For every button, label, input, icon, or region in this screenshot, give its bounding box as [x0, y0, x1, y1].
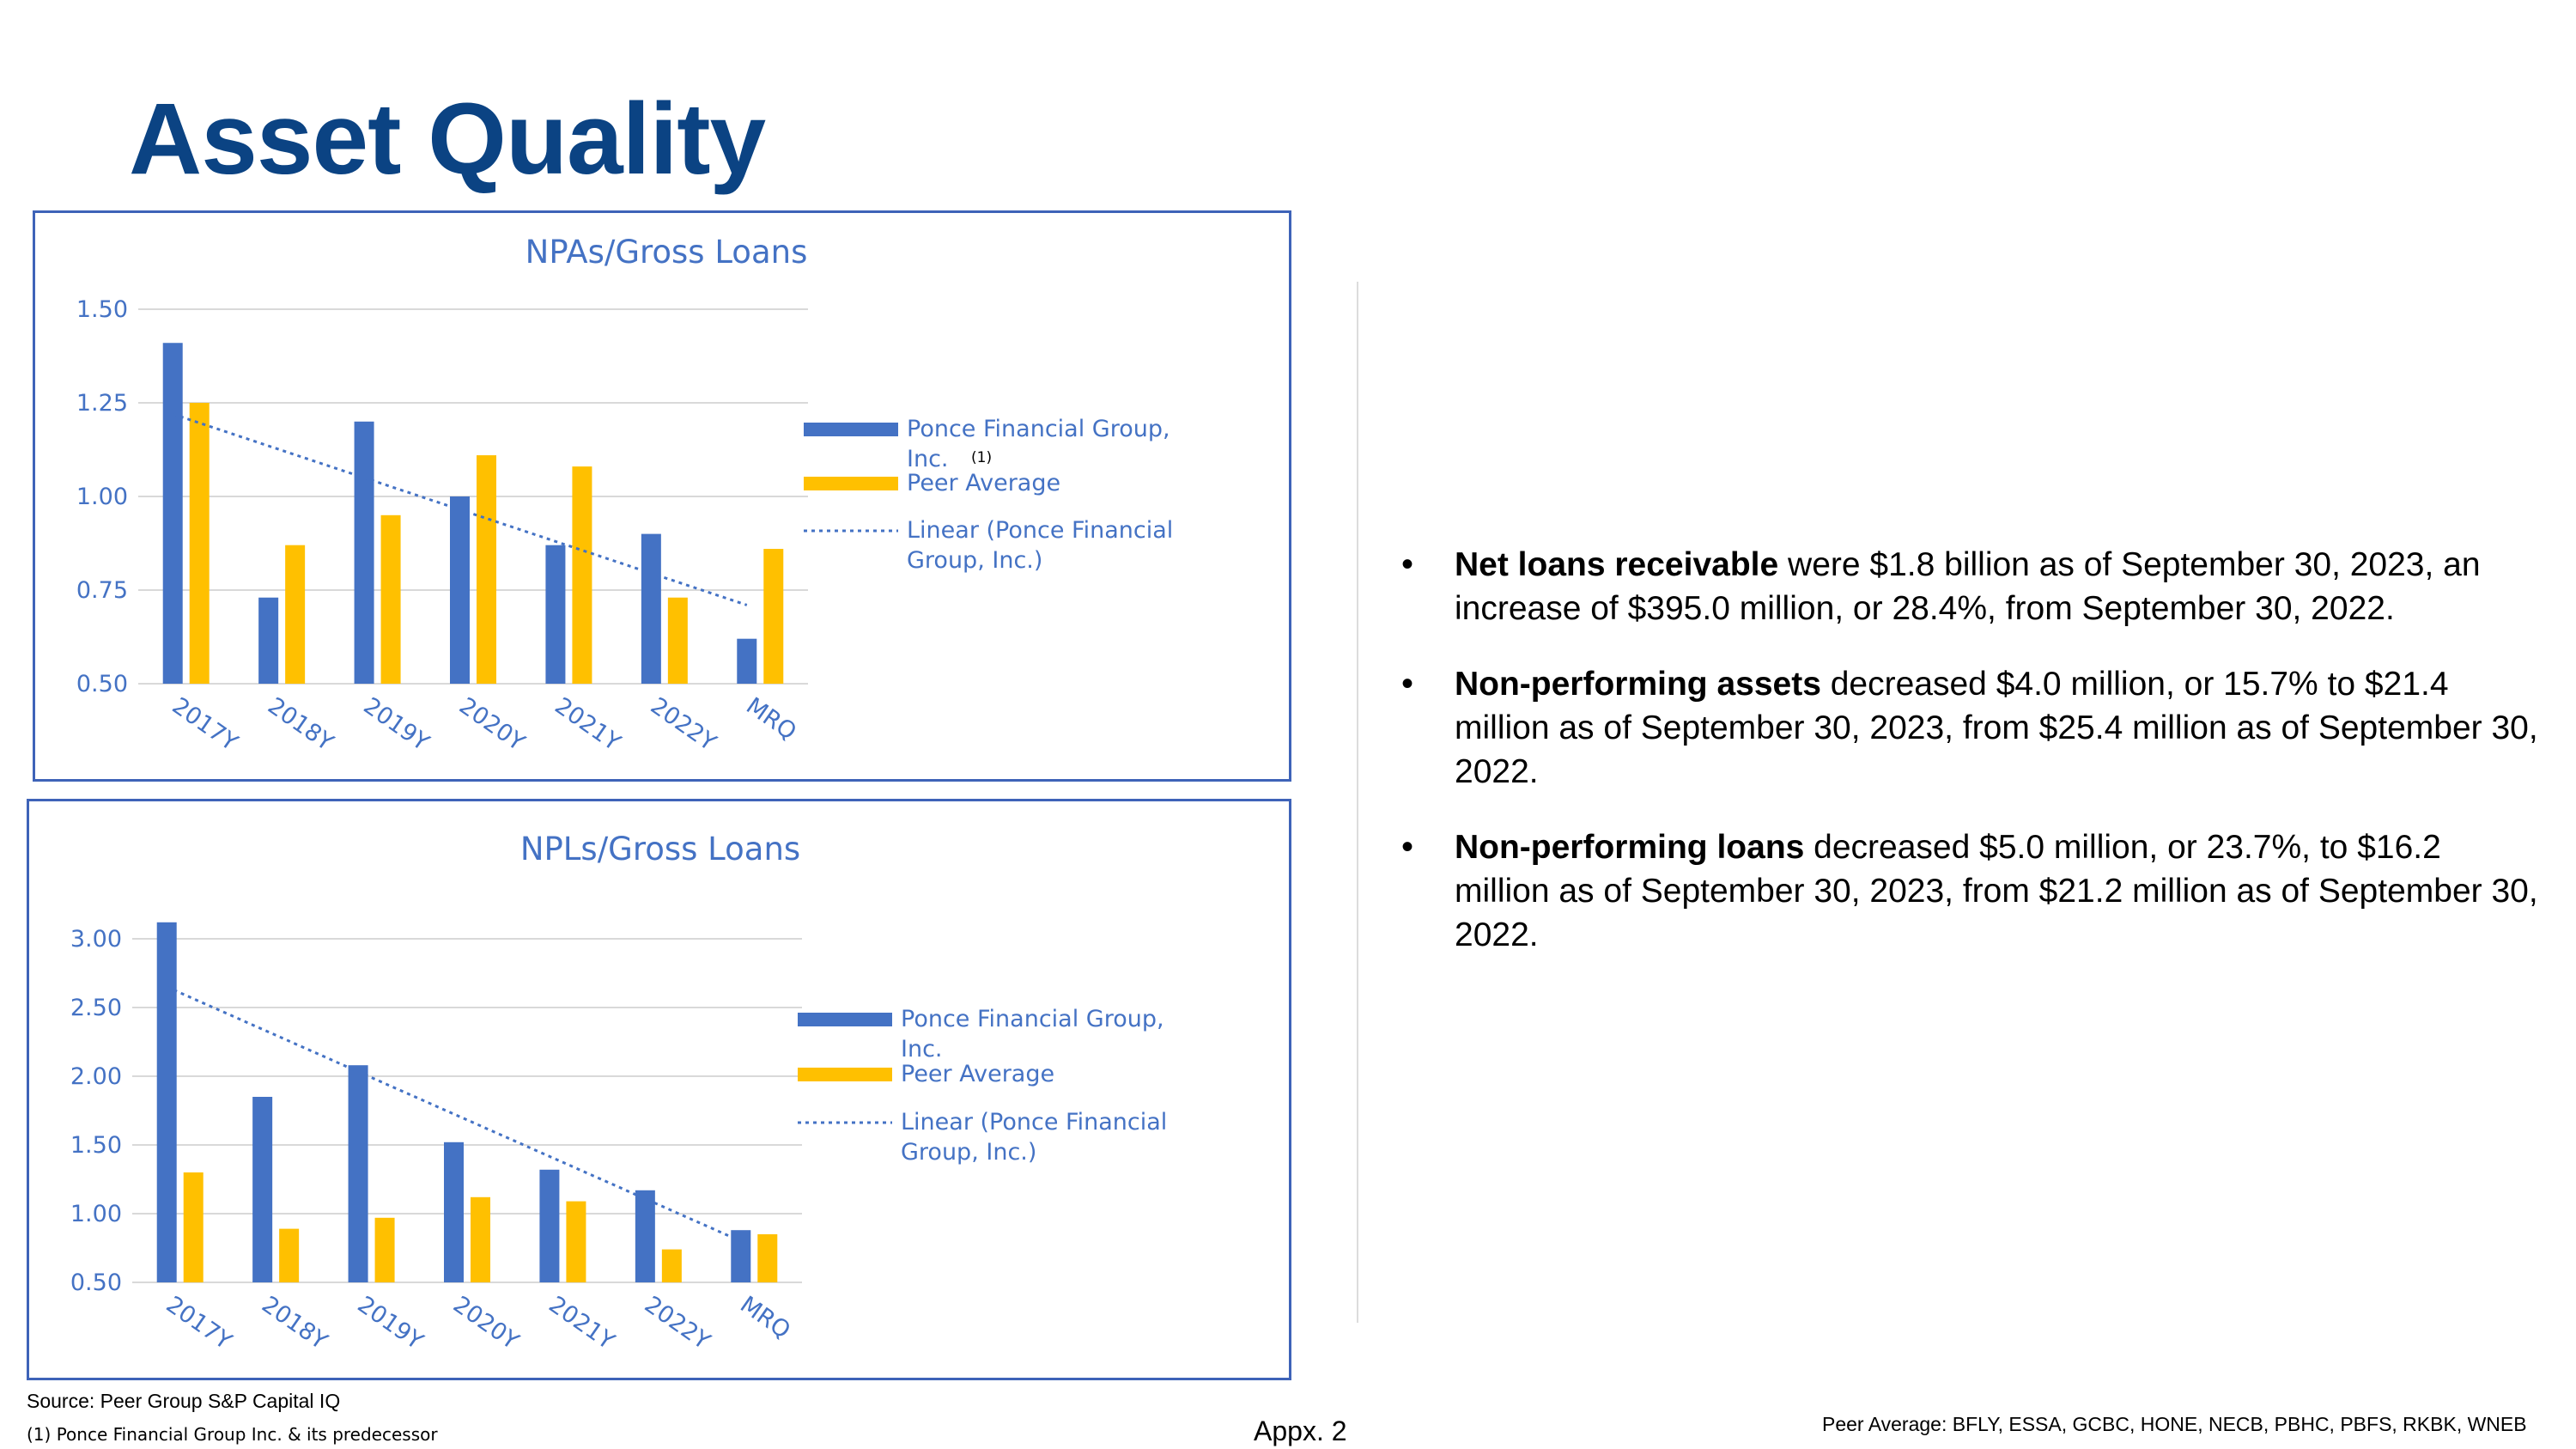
- bullet-dot-icon: •: [1401, 828, 1414, 866]
- bullet-net-loans: • Net loans receivable were $1.8 billion…: [1401, 543, 2543, 630]
- footnote: (1) Ponce Financial Group Inc. & its pre…: [27, 1424, 438, 1445]
- x-tick-label: 2018Y: [257, 1291, 332, 1355]
- y-tick-label: 0.75: [76, 577, 128, 604]
- npas-chart-panel: NPAs/Gross Loans 0.50 0.75 1.00 1.25 1.50 2017…: [33, 210, 1291, 782]
- x-tick-label: 2017Y: [161, 1291, 237, 1355]
- bullet-text: decreased $4.0 million, or 15.7% to $21.…: [1455, 666, 2538, 790]
- bullet-npl: • Non-performing loans decreased $5.0 mi…: [1401, 825, 2543, 957]
- bullet-dot-icon: •: [1401, 545, 1414, 583]
- x-tick-label: 2020Y: [454, 692, 530, 757]
- x-tick-label: 2022Y: [640, 1291, 715, 1355]
- bullet-npa: • Non-performing assets decreased $4.0 m…: [1401, 662, 2543, 794]
- npls-chart-panel: NPLs/Gross Loans 0.50 1.00 1.50 2.00 2.50 3.00…: [27, 799, 1291, 1380]
- bullet-list: • Net loans receivable were $1.8 billion…: [1401, 543, 2543, 989]
- source-note: Source: Peer Group S&P Capital IQ: [27, 1390, 341, 1412]
- y-tick-label: 1.00: [70, 1201, 122, 1227]
- bar-peer-2021y: [572, 466, 592, 684]
- y-tick-label: 2.00: [70, 1063, 122, 1090]
- bar-ponce-2018y: [258, 597, 279, 684]
- x-tick-label: 2019Y: [353, 1291, 428, 1355]
- y-tick-label: 2.50: [70, 995, 122, 1021]
- legend-swatch-peer: [804, 477, 898, 490]
- x-tick-label: 2019Y: [359, 692, 434, 757]
- chart-title: NPLs/Gross Loans: [520, 831, 800, 868]
- bar-peer-mrq: [757, 1234, 778, 1282]
- npas-chart: NPAs/Gross Loans 0.50 0.75 1.00 1.25 1.50 2017…: [76, 234, 1173, 757]
- bar-ponce-mrq: [731, 1230, 751, 1282]
- bar-peer-2019y: [374, 1217, 395, 1282]
- bar-ponce-2019y: [348, 1065, 368, 1282]
- x-tick-label: 2017Y: [167, 692, 243, 757]
- x-tick-label: 2020Y: [448, 1291, 524, 1355]
- x-tick-label: 2021Y: [544, 1291, 619, 1355]
- bar-ponce-2021y: [545, 545, 566, 684]
- bar-peer-2018y: [285, 545, 306, 684]
- bullet-bold: Non-performing assets: [1455, 666, 1821, 703]
- x-tick-label: MRQ: [735, 1291, 795, 1344]
- y-tick-label: 0.50: [70, 1269, 122, 1296]
- x-tick-label: 2022Y: [646, 692, 721, 757]
- bar-peer-mrq: [763, 549, 784, 684]
- legend-label-trend-line2: Group, Inc.): [907, 547, 1042, 574]
- legend-swatch-peer: [798, 1068, 892, 1081]
- bullet-bold: Net loans receivable: [1455, 546, 1779, 583]
- bar-ponce-2019y: [354, 421, 374, 684]
- y-tick-label: 3.00: [70, 926, 122, 953]
- y-tick-label: 0.50: [76, 671, 128, 697]
- bar-ponce-2021y: [539, 1169, 560, 1282]
- y-tick-label: 1.00: [76, 484, 128, 510]
- y-tick-label: 1.25: [76, 390, 128, 417]
- bar-ponce-mrq: [737, 638, 757, 684]
- bar-peer-2017y: [183, 1172, 204, 1282]
- legend-footnote-marker: (1): [971, 449, 992, 466]
- legend-label-peer: Peer Average: [907, 470, 1060, 496]
- bar-ponce-2020y: [450, 496, 470, 684]
- bar-peer-2021y: [566, 1201, 586, 1282]
- page-title: Asset Quality: [129, 82, 766, 196]
- bar-peer-2018y: [279, 1228, 300, 1282]
- bar-ponce-2022y: [635, 1190, 655, 1282]
- bar-peer-2020y: [471, 1196, 490, 1282]
- bar-peer-2019y: [380, 514, 401, 684]
- legend-swatch-ponce: [804, 423, 898, 436]
- bullet-text: decreased $5.0 million, or 23.7%, to $16…: [1455, 829, 2538, 953]
- bar-peer-2022y: [667, 597, 688, 684]
- legend-swatch-ponce: [798, 1013, 892, 1026]
- legend-label-trend-line1: Linear (Ponce Financial: [901, 1109, 1167, 1135]
- bar-peer-2022y: [661, 1249, 682, 1282]
- bar-peer-2017y: [189, 403, 210, 684]
- chart-title: NPAs/Gross Loans: [526, 234, 808, 271]
- y-tick-label: 1.50: [70, 1132, 122, 1159]
- bar-ponce-2018y: [252, 1097, 273, 1282]
- legend-label-trend-line1: Linear (Ponce Financial: [907, 517, 1173, 544]
- legend-label-peer: Peer Average: [901, 1061, 1054, 1087]
- peer-average-note: Peer Average: BFLY, ESSA, GCBC, HONE, NE…: [1822, 1413, 2527, 1435]
- bar-peer-2020y: [477, 455, 496, 684]
- bullet-dot-icon: •: [1401, 665, 1414, 703]
- npls-chart: NPLs/Gross Loans 0.50 1.00 1.50 2.00 2.50 3.00…: [70, 831, 1167, 1355]
- legend-label-trend-line2: Group, Inc.): [901, 1139, 1036, 1166]
- legend-label-ponce-line2: Inc.: [901, 1036, 943, 1062]
- x-tick-label: MRQ: [741, 692, 801, 746]
- x-tick-label: 2018Y: [263, 692, 338, 757]
- bullet-text: were $1.8 billion as of September 30, 20…: [1455, 546, 2481, 627]
- x-tick-label: 2021Y: [550, 692, 625, 757]
- vertical-divider: [1357, 282, 1358, 1323]
- bar-ponce-2017y: [162, 343, 183, 684]
- trendline: [172, 412, 748, 606]
- legend-label-ponce-line2: Inc.: [907, 446, 949, 472]
- bar-ponce-2022y: [641, 533, 661, 684]
- bar-ponce-2017y: [156, 922, 177, 1282]
- page-label: Appx. 2: [1254, 1416, 1347, 1446]
- legend-label-ponce-line1: Ponce Financial Group,: [901, 1006, 1164, 1032]
- legend-label-ponce-line1: Ponce Financial Group,: [907, 416, 1170, 442]
- y-tick-label: 1.50: [76, 296, 128, 323]
- bullet-bold: Non-performing loans: [1455, 829, 1805, 866]
- bar-ponce-2020y: [444, 1142, 464, 1282]
